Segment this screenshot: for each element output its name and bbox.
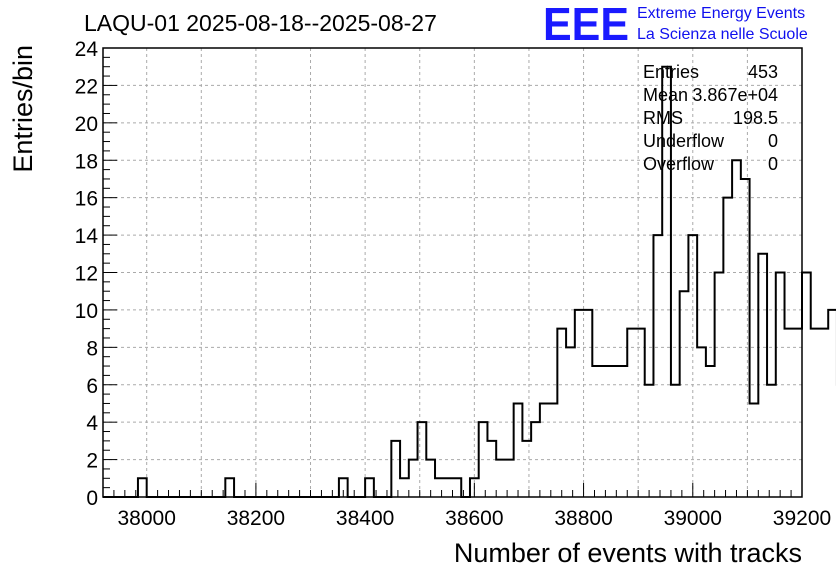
y-tick-label: 16	[75, 188, 98, 211]
logo-line-1: Extreme Energy Events	[637, 5, 805, 22]
y-tick-label: 20	[75, 113, 98, 136]
y-tick-label: 2	[86, 450, 98, 473]
chart-title: LAQU-01 2025-08-18--2025-08-27	[84, 10, 437, 36]
x-tick-label: 38200	[227, 507, 285, 530]
y-tick-label: 14	[75, 225, 99, 248]
eee-logo-mark: EEE	[543, 0, 629, 50]
stats-value: 0	[768, 154, 778, 174]
y-tick-label: 12	[75, 263, 98, 286]
x-tick-label: 38400	[336, 507, 394, 530]
y-tick-label: 24	[75, 38, 99, 61]
axis-ticks	[102, 47, 803, 498]
stats-label: RMS	[643, 108, 683, 128]
x-tick-label: 39000	[664, 507, 722, 530]
x-tick-label: 39200	[773, 507, 831, 530]
stats-label: Overflow	[643, 154, 715, 174]
y-tick-label: 0	[86, 487, 98, 510]
y-tick-label: 4	[86, 412, 98, 435]
stats-value: 0	[768, 131, 778, 151]
y-tick-label: 22	[75, 75, 98, 98]
stats-label: Mean	[643, 85, 688, 105]
x-tick-label: 38800	[554, 507, 612, 530]
histogram-series	[103, 65, 836, 498]
y-tick-label: 18	[75, 150, 98, 173]
stats-value: 198.5	[733, 108, 778, 128]
stats-value: 453	[748, 62, 778, 82]
x-axis-title: Number of events with tracks	[454, 538, 802, 568]
x-tick-label: 38600	[445, 507, 503, 530]
y-tick-label: 6	[86, 375, 98, 398]
stats-label: Underflow	[643, 131, 725, 151]
stats-label: Entries	[643, 62, 699, 82]
y-tick-label: 8	[86, 337, 98, 360]
x-tick-labels: 38000 38200 38400 38600 38800 39000 39200	[117, 507, 831, 530]
y-axis-title: Entries/bin	[8, 45, 38, 173]
y-tick-label: 10	[75, 300, 98, 323]
x-tick-label: 38000	[117, 507, 175, 530]
stats-box: Entries 453 Mean 3.867e+04 RMS 198.5 Underflow…	[643, 62, 778, 174]
stats-value: 3.867e+04	[692, 85, 778, 105]
eee-logo: EEE Extreme Energy Events La Scienza nel…	[543, 0, 808, 50]
grid-lines	[103, 48, 802, 497]
logo-line-2: La Scienza nelle Scuole	[637, 26, 808, 43]
